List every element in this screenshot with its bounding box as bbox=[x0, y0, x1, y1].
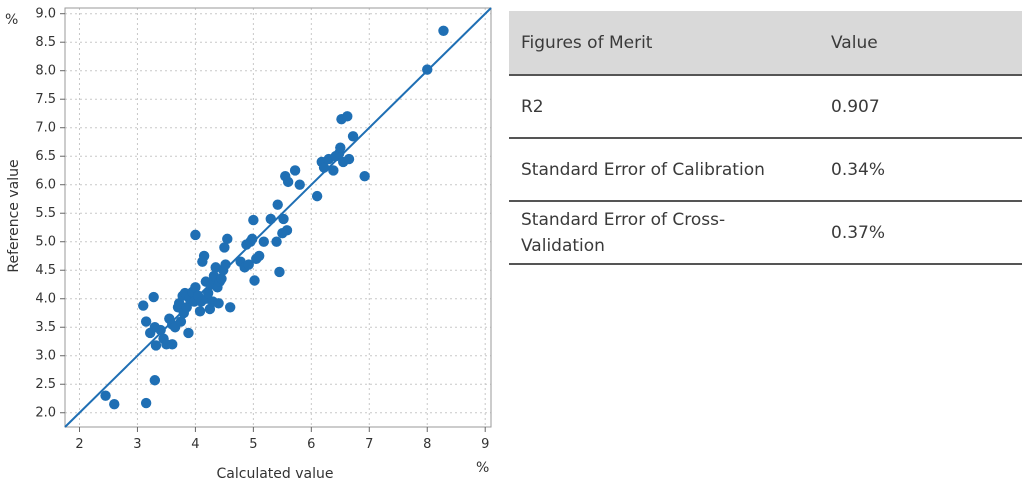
data-point bbox=[216, 273, 227, 284]
data-point bbox=[175, 316, 187, 327]
scatter-chart: 2.0 2.5 3.0 3.5 4.0 4.5 5.0 5.5 6.0 6.5 7.0 7.5 8.0 8… bbox=[5, 7, 492, 482]
data-point bbox=[220, 259, 231, 270]
y-tick-label: 7.5 bbox=[35, 92, 56, 107]
x-tick-label: 4 bbox=[191, 437, 199, 452]
data-point bbox=[100, 390, 111, 401]
data-point bbox=[342, 111, 353, 122]
metric-value: 0.34% bbox=[819, 138, 1022, 202]
data-point bbox=[190, 229, 201, 241]
data-point bbox=[149, 375, 161, 386]
data-point bbox=[347, 131, 359, 142]
y-tick-label: 2.5 bbox=[35, 377, 56, 392]
header-value: Value bbox=[819, 11, 1022, 76]
data-point bbox=[343, 153, 355, 165]
data-point bbox=[138, 300, 149, 311]
x-unit-label: % bbox=[476, 460, 489, 476]
y-tick-label: 6.0 bbox=[35, 178, 56, 193]
y-tick-label: 3.0 bbox=[35, 349, 56, 364]
table-row: R2 0.907 bbox=[509, 75, 1022, 139]
metric-value: 0.907 bbox=[819, 75, 1022, 139]
data-point bbox=[335, 142, 346, 153]
x-tick-label: 3 bbox=[133, 437, 141, 452]
data-point bbox=[278, 213, 289, 225]
x-axis-label: Calculated value bbox=[217, 466, 334, 482]
data-point bbox=[271, 236, 282, 247]
data-point bbox=[311, 190, 323, 202]
data-point bbox=[202, 287, 214, 299]
data-point bbox=[253, 250, 265, 262]
x-tick-label: 9 bbox=[481, 437, 489, 452]
metric-name: Standard Error of Cross-Validation bbox=[509, 201, 819, 265]
data-point bbox=[243, 259, 254, 270]
data-point bbox=[359, 170, 370, 182]
gridlines bbox=[65, 8, 491, 427]
y-unit-label: % bbox=[5, 12, 18, 28]
data-point bbox=[181, 302, 192, 313]
data-point bbox=[183, 327, 194, 339]
table-header-row: Figures of Merit Value bbox=[509, 11, 1022, 76]
data-point bbox=[328, 165, 339, 176]
data-point bbox=[289, 165, 301, 176]
data-point bbox=[274, 266, 285, 278]
y-tick-label: 2.0 bbox=[35, 406, 56, 421]
plot-frame bbox=[64, 7, 492, 428]
data-point bbox=[213, 298, 224, 309]
data-points bbox=[100, 25, 449, 410]
y-tick-label: 8.0 bbox=[35, 64, 56, 79]
y-axis-label: Reference value bbox=[6, 159, 22, 272]
data-point bbox=[272, 199, 283, 210]
y-tick-label: 3.5 bbox=[35, 320, 56, 335]
data-point bbox=[248, 214, 259, 226]
data-point bbox=[258, 236, 269, 247]
data-point bbox=[247, 233, 258, 245]
data-point bbox=[222, 233, 233, 245]
data-point bbox=[282, 176, 294, 188]
y-tick-label: 6.5 bbox=[35, 149, 56, 164]
data-point bbox=[140, 316, 152, 327]
y-tick-label: 9.0 bbox=[35, 7, 56, 22]
table-row: Standard Error of Calibration 0.34% bbox=[509, 138, 1022, 202]
metric-name: R2 bbox=[509, 75, 819, 139]
header-figures-of-merit: Figures of Merit bbox=[509, 11, 819, 76]
fit-line bbox=[64, 7, 492, 428]
metric-value: 0.37% bbox=[819, 201, 1022, 265]
x-axis: 2 3 4 5 6 7 8 9 bbox=[75, 427, 489, 452]
data-point bbox=[148, 291, 159, 303]
table-row: Standard Error of Cross-Validation 0.37% bbox=[509, 201, 1022, 265]
y-tick-label: 7.0 bbox=[35, 121, 56, 136]
x-tick-label: 6 bbox=[307, 437, 315, 452]
x-tick-label: 2 bbox=[75, 437, 83, 452]
x-tick-label: 5 bbox=[249, 437, 257, 452]
data-point bbox=[249, 275, 260, 286]
data-point bbox=[109, 398, 120, 410]
x-tick-label: 8 bbox=[423, 437, 431, 452]
data-point bbox=[155, 324, 166, 336]
metric-name: Standard Error of Calibration bbox=[509, 138, 819, 202]
data-point bbox=[198, 250, 210, 262]
y-tick-label: 5.5 bbox=[35, 206, 56, 221]
data-point bbox=[438, 25, 449, 37]
data-point bbox=[224, 302, 236, 313]
data-point bbox=[140, 397, 152, 409]
data-point bbox=[194, 306, 206, 317]
data-point bbox=[294, 179, 305, 190]
data-point bbox=[265, 213, 276, 225]
data-point bbox=[219, 242, 230, 253]
data-point bbox=[318, 162, 330, 173]
data-point bbox=[150, 340, 162, 351]
y-tick-label: 8.5 bbox=[35, 35, 56, 50]
y-tick-label: 4.0 bbox=[35, 292, 56, 307]
figures-of-merit-table: Figures of Merit Value R2 0.907 Standard… bbox=[509, 11, 1022, 265]
data-point bbox=[167, 339, 178, 350]
data-point bbox=[281, 225, 293, 236]
x-tick-label: 7 bbox=[365, 437, 373, 452]
y-tick-label: 4.5 bbox=[35, 263, 56, 278]
data-point bbox=[422, 64, 433, 75]
y-axis: 2.0 2.5 3.0 3.5 4.0 4.5 5.0 5.5 6.0 6.5 7.0 7.5 8.0 8… bbox=[35, 7, 65, 421]
y-tick-label: 5.0 bbox=[35, 235, 56, 250]
data-point bbox=[190, 282, 201, 293]
